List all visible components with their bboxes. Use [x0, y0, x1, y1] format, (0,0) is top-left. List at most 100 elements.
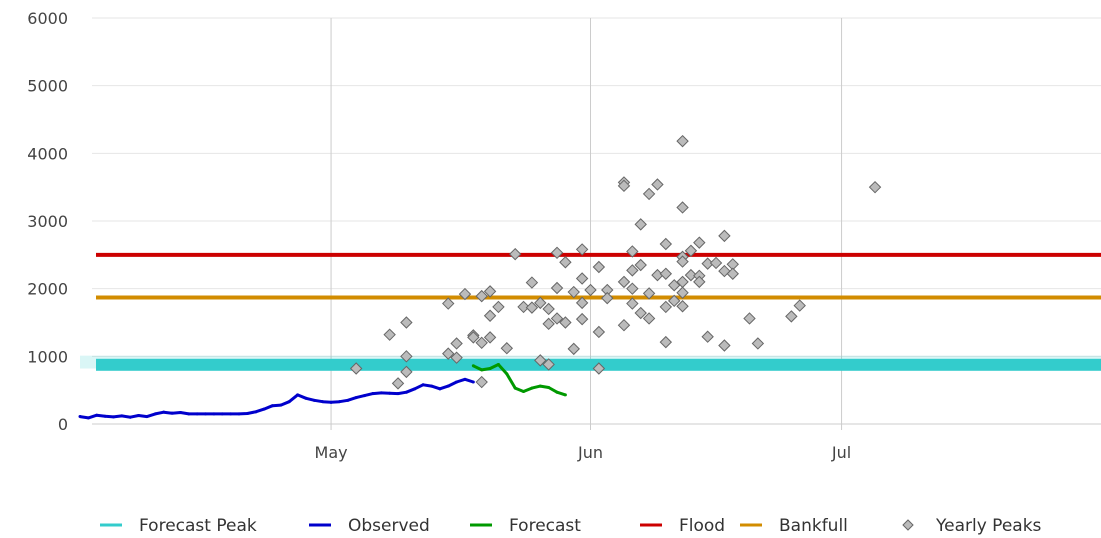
- yearly-peak-marker: [475, 289, 488, 303]
- observed-point: [337, 400, 341, 404]
- yearly-peak-marker: [559, 316, 572, 329]
- yearly-peak-marker: [626, 245, 639, 258]
- yearly-peak-marker: [626, 264, 639, 277]
- yearly-peak-marker: [534, 296, 547, 310]
- observed-point: [379, 391, 383, 395]
- forecast-point: [480, 368, 484, 372]
- yearly-peak-marker: [659, 300, 673, 314]
- observed-point: [95, 413, 99, 417]
- observed-point: [254, 410, 258, 414]
- grid: [92, 17, 1101, 430]
- observed-line: [79, 377, 474, 420]
- observed-point: [195, 412, 199, 416]
- yearly-peak-marker: [785, 310, 798, 323]
- x-tick-label: Jul: [831, 443, 851, 462]
- yearly-peak-marker: [626, 282, 639, 295]
- forecast-point: [496, 362, 500, 366]
- observed-point: [463, 377, 467, 381]
- observed-point: [229, 412, 233, 416]
- yearly-peak-marker: [684, 268, 698, 282]
- yearly-peak-marker: [676, 255, 689, 268]
- yearly-peak-marker: [450, 337, 463, 350]
- observed-point: [279, 403, 283, 407]
- yearly-peak-marker: [642, 287, 656, 300]
- yearly-peak-marker: [534, 354, 547, 367]
- legend: Forecast Peak Observed Forecast Flood Bankfu…: [100, 516, 1042, 536]
- yearly-peak-marker: [751, 337, 765, 350]
- yearly-peak-marker: [584, 283, 597, 297]
- yearly-peak-marker: [383, 328, 396, 341]
- yearly-peak-marker: [475, 336, 488, 350]
- observed-point: [178, 410, 182, 414]
- yearly-peak-marker: [676, 286, 689, 299]
- series-lines: [78, 362, 567, 420]
- axis-labels: 0 1000 2000 3000 4000 5000 6000 May Jun Jul: [27, 9, 851, 462]
- y-tick-label: 4000: [27, 144, 68, 163]
- yearly-peak-marker: [684, 244, 698, 257]
- yearly-peak-marker: [718, 229, 731, 243]
- yearly-peak-marker: [400, 365, 413, 379]
- yearly-peak-marker: [709, 256, 723, 270]
- yearly-peak-marker: [391, 377, 405, 390]
- observed-point: [270, 404, 274, 408]
- yearly-peak-marker: [492, 300, 505, 314]
- yearly-peak-marker: [659, 335, 673, 349]
- yearly-peak-marker: [575, 272, 589, 285]
- yearly-peak-marker: [667, 279, 681, 292]
- legend-swatch: [902, 519, 914, 531]
- observed-point: [220, 412, 224, 416]
- observed-point: [446, 384, 450, 388]
- yearly-peak-marker: [659, 237, 673, 251]
- observed-point: [312, 398, 316, 402]
- yearly-peak-marker: [676, 201, 689, 214]
- y-tick-label: 6000: [27, 9, 68, 28]
- yearly-peak-marker: [442, 347, 455, 360]
- observed-point: [262, 407, 266, 411]
- observed-point: [170, 411, 174, 415]
- yearly-peak-marker: [743, 312, 756, 325]
- yearly-peak-marker: [575, 296, 589, 310]
- yearly-peak-marker: [868, 180, 882, 194]
- yearly-peak-marker: [575, 243, 589, 256]
- y-tick-label: 1000: [27, 347, 68, 366]
- observed-point: [429, 384, 433, 388]
- observed-point: [137, 414, 141, 418]
- observed-point: [145, 415, 149, 419]
- yearly-peak-marker: [651, 178, 664, 191]
- yearly-peak-marker: [642, 312, 656, 325]
- yearly-peak-marker: [617, 318, 631, 332]
- yearly-peak-marker: [659, 267, 673, 280]
- yearly-peak-marker: [400, 350, 413, 363]
- yearly-peak-marker: [349, 362, 363, 375]
- observed-point: [321, 400, 325, 404]
- forecast-point: [563, 393, 567, 397]
- yearly-peak-marker: [550, 246, 564, 260]
- x-tick-label: May: [315, 443, 348, 462]
- yearly-peak-marker: [634, 306, 647, 320]
- observed-point: [304, 396, 308, 400]
- observed-point: [78, 415, 82, 419]
- legend-label: Forecast Peak: [139, 516, 257, 536]
- observed-point: [396, 392, 400, 396]
- yearly-peak-marker: [400, 316, 413, 329]
- yearly-peak-marker: [442, 297, 455, 310]
- forecast-point: [513, 386, 517, 390]
- observed-point: [438, 387, 442, 391]
- observed-point: [162, 410, 166, 414]
- observed-point: [187, 412, 191, 416]
- observed-point: [296, 393, 300, 397]
- yearly-peak-marker: [542, 358, 555, 371]
- yearly-peak-marker: [642, 187, 656, 201]
- yearly-peak-marker: [475, 375, 488, 389]
- observed-point: [471, 380, 475, 384]
- yearly-peak-marker: [592, 260, 606, 274]
- forecast-point: [471, 364, 475, 368]
- yearly-peak-marker: [626, 297, 639, 310]
- forecast-point: [488, 367, 492, 371]
- yearly-peaks-markers: [349, 134, 882, 390]
- legend-label: Forecast: [509, 516, 581, 536]
- legend-label: Bankfull: [779, 516, 848, 536]
- yearly-peak-marker: [634, 258, 647, 272]
- yearly-peak-marker: [617, 275, 631, 289]
